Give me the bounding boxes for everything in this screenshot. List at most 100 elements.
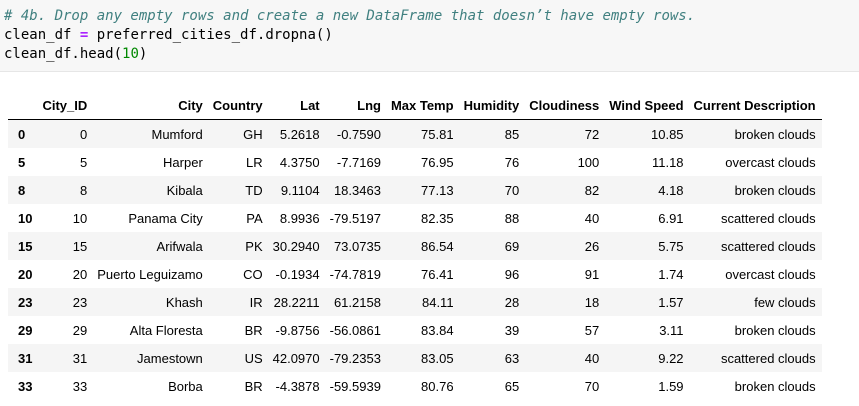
- table-cell: broken clouds: [734, 182, 816, 198]
- header-row: City_ID City Country Lat Lng Max Temp Hu…: [8, 91, 822, 120]
- code-comment: # 4b. Drop any empty rows and create a n…: [4, 8, 696, 24]
- table-cell: scattered clouds: [720, 238, 816, 254]
- table-cell: 83.05: [421, 350, 454, 366]
- code-number: 10: [122, 46, 139, 62]
- table-cell: 10: [72, 210, 88, 226]
- table-cell: -0.1934: [275, 266, 320, 282]
- table-cell: 70: [504, 182, 520, 198]
- row-index: 15: [18, 238, 33, 254]
- table-cell: Kibala: [166, 182, 203, 198]
- table-row: 29 29 Alta Floresta BR -9.8756 -56.0861 83.84 3…: [8, 316, 822, 344]
- table-cell: 15: [72, 238, 88, 254]
- table-cell: 31: [72, 350, 88, 366]
- table-cell: 11.18: [651, 154, 684, 170]
- table-cell: 82.35: [421, 210, 454, 226]
- table-cell: US: [244, 350, 263, 366]
- table-cell: 42.0970: [272, 350, 320, 366]
- table-cell: 80.76: [421, 378, 454, 394]
- column-header: Max Temp: [386, 91, 460, 120]
- table-cell: 26: [584, 238, 600, 254]
- table-cell: 96: [504, 266, 520, 282]
- table-cell: 1.59: [658, 378, 684, 394]
- table-cell: Jamestown: [137, 350, 203, 366]
- table-cell: 1.74: [658, 266, 684, 282]
- table-cell: 4.3750: [279, 154, 320, 170]
- table-row: 23 23 Khash IR 28.2211 61.2158 84.11 28 18 1.57 fe…: [8, 288, 822, 316]
- table-cell: 10.85: [651, 126, 684, 142]
- table-cell: 82: [584, 182, 600, 198]
- table-row: 31 31 Jamestown US 42.0970 -79.2353 83.05 63 40 9…: [8, 344, 822, 372]
- code-line-comment: # 4b. Drop any empty rows and create a n…: [4, 7, 859, 26]
- column-header: Lat: [268, 91, 326, 120]
- table-cell: 5: [80, 154, 88, 170]
- table-cell: IR: [249, 294, 263, 310]
- table-cell: Panama City: [128, 210, 203, 226]
- table-cell: 30.2940: [272, 238, 320, 254]
- code-line-head: clean_df.head(10): [4, 45, 859, 64]
- table-cell: 0: [80, 126, 88, 142]
- table-cell: 76.41: [421, 266, 454, 282]
- table-cell: 3.11: [659, 322, 684, 338]
- code-call: clean_df.head(: [4, 46, 123, 62]
- table-cell: 88: [504, 210, 520, 226]
- table-cell: -7.7169: [336, 154, 381, 170]
- row-index: 0: [18, 126, 26, 142]
- table-body: 0 0 Mumford GH 5.2618 -0.7590 75.81 85 72 10.85 br…: [8, 119, 822, 400]
- table-cell: 1.57: [658, 294, 684, 310]
- table-cell: -0.7590: [336, 126, 381, 142]
- table-cell: 72: [584, 126, 600, 142]
- row-index: 20: [18, 266, 33, 282]
- table-row: 20 20 Puerto Leguizamo CO -0.1934 -74.7819 76.…: [8, 260, 822, 288]
- table-cell: 28.2211: [273, 294, 320, 310]
- table-cell: 9.22: [658, 350, 684, 366]
- code-line-dropna: clean_df = preferred_cities_df.dropna(): [4, 26, 859, 45]
- code-cell[interactable]: # 4b. Drop any empty rows and create a n…: [0, 0, 859, 72]
- table-cell: 91: [584, 266, 600, 282]
- table-cell: Borba: [168, 378, 203, 394]
- table-cell: -56.0861: [329, 322, 381, 338]
- column-header: Country: [208, 91, 269, 120]
- table-cell: Alta Floresta: [129, 322, 203, 338]
- table-cell: Mumford: [151, 126, 203, 142]
- row-index: 23: [18, 294, 33, 310]
- table-cell: Puerto Leguizamo: [97, 266, 203, 282]
- table-cell: 76.95: [421, 154, 454, 170]
- table-cell: -4.3878: [275, 378, 320, 394]
- table-cell: scattered clouds: [720, 350, 816, 366]
- code-variable: clean_df: [4, 27, 72, 43]
- table-cell: BR: [244, 378, 263, 394]
- table-cell: overcast clouds: [725, 266, 816, 282]
- index-header: [8, 91, 39, 120]
- column-header: Cloudiness: [525, 91, 606, 120]
- table-cell: few clouds: [754, 294, 816, 310]
- table-cell: 18: [584, 294, 600, 310]
- table-cell: 76: [504, 154, 520, 170]
- table-cell: 5.2618: [279, 126, 320, 142]
- table-cell: GH: [243, 126, 263, 142]
- table-cell: TD: [245, 182, 263, 198]
- table-cell: LR: [246, 154, 263, 170]
- table-cell: 18.3463: [333, 182, 381, 198]
- column-header: City: [93, 91, 209, 120]
- table-cell: 57: [584, 322, 600, 338]
- table-cell: broken clouds: [734, 378, 816, 394]
- row-index: 29: [18, 322, 33, 338]
- table-cell: 40: [584, 210, 600, 226]
- table-cell: 63: [504, 350, 520, 366]
- table-cell: 4.18: [658, 182, 684, 198]
- table-cell: 9.1104: [280, 182, 320, 198]
- table-cell: -79.5197: [329, 210, 381, 226]
- table-cell: 39: [504, 322, 520, 338]
- column-header: Lng: [325, 91, 387, 120]
- column-header: Current Description: [689, 91, 822, 120]
- table-row: 0 0 Mumford GH 5.2618 -0.7590 75.81 85 72 10.85 br…: [8, 119, 822, 148]
- code-expression: preferred_cities_df.dropna(): [96, 27, 333, 43]
- table-row: 8 8 Kibala TD 9.1104 18.3463 77.13 70 82 4.18 brok…: [8, 176, 822, 204]
- table-cell: 70: [584, 378, 600, 394]
- row-index: 33: [18, 378, 33, 394]
- table-cell: 83.84: [421, 322, 454, 338]
- table-cell: 84.11: [421, 294, 454, 310]
- table-cell: broken clouds: [734, 322, 816, 338]
- table-cell: 65: [504, 378, 520, 394]
- table-row: 15 15 Arifwala PK 30.2940 73.0735 86.54 69 26 5.7…: [8, 232, 822, 260]
